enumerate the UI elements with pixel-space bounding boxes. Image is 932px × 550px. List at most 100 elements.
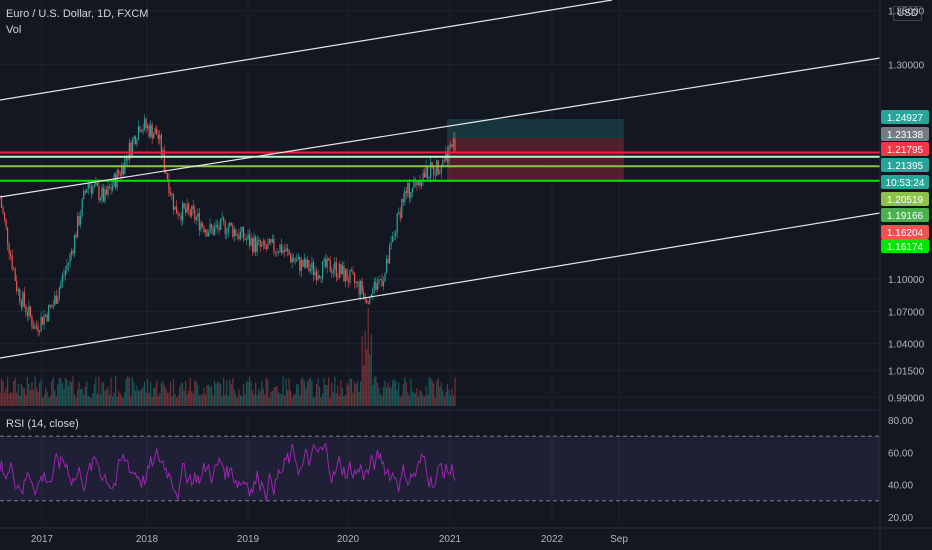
- volume-bar: [136, 386, 138, 406]
- volume-bar: [86, 381, 88, 406]
- candle-body: [454, 138, 456, 151]
- volume-bar: [54, 390, 56, 406]
- volume-bar: [326, 385, 328, 406]
- volume-bar: [355, 383, 357, 406]
- candle-body: [343, 265, 345, 282]
- candle-body: [238, 234, 240, 240]
- candle-body: [218, 227, 220, 231]
- volume-bar: [341, 387, 343, 406]
- candle-body: [312, 262, 315, 276]
- volume-bar: [147, 378, 149, 406]
- currency-button[interactable]: USD: [893, 6, 923, 21]
- candle-body: [182, 203, 184, 221]
- volume-bar: [235, 394, 237, 406]
- volume-bar: [195, 381, 197, 406]
- candle-body: [98, 185, 100, 201]
- time-tick-label: 2021: [439, 534, 462, 545]
- candle-body: [16, 280, 18, 291]
- candle-body: [207, 232, 210, 237]
- volume-bar: [224, 395, 226, 406]
- volume-bar: [133, 382, 135, 406]
- price-label-badge: [881, 239, 929, 253]
- candle-body: [70, 251, 73, 255]
- candle-body: [229, 222, 231, 227]
- candle-body: [122, 166, 124, 175]
- volume-bar: [413, 392, 415, 406]
- volume-bar: [49, 395, 51, 406]
- candle-body: [153, 133, 155, 139]
- volume-bar: [279, 393, 281, 406]
- candle-body: [273, 239, 275, 252]
- volume-bar: [52, 377, 54, 406]
- price-label-badge: [881, 110, 929, 124]
- time-tick-label: 2020: [337, 534, 360, 545]
- candle-body: [439, 172, 441, 174]
- candle-body: [99, 198, 102, 201]
- volume-bar: [238, 389, 240, 406]
- volume-bar: [388, 387, 391, 406]
- candle-body: [93, 184, 95, 187]
- candle-body: [280, 244, 283, 253]
- volume-bar: [322, 393, 324, 406]
- volume-bar: [101, 382, 103, 406]
- candle-body: [157, 134, 159, 139]
- candle-body: [130, 142, 132, 156]
- volume-bar: [290, 390, 292, 406]
- volume-bar: [55, 396, 57, 406]
- volume-bar: [84, 386, 86, 406]
- candle-body: [5, 219, 7, 228]
- volume-bar: [80, 389, 82, 406]
- volume-bar: [35, 387, 38, 406]
- volume-bar: [142, 386, 144, 406]
- candle-body: [189, 210, 191, 217]
- candle-body: [392, 236, 394, 243]
- volume-bar: [220, 383, 222, 406]
- volume-bar: [165, 388, 167, 406]
- volume-bar: [382, 387, 385, 406]
- volume-bar: [448, 389, 450, 406]
- candle-body: [110, 188, 112, 190]
- candle-body: [34, 325, 36, 329]
- volume-bar: [242, 383, 245, 406]
- volume-bar: [401, 395, 403, 406]
- candle-body: [67, 263, 70, 266]
- candle-body: [221, 217, 223, 219]
- candle-body: [23, 292, 25, 306]
- candle-body: [405, 191, 407, 194]
- volume-bar: [328, 377, 330, 406]
- candle-body: [156, 128, 158, 135]
- candle-body: [291, 257, 293, 263]
- candle-body: [32, 326, 35, 329]
- candle-body: [332, 269, 334, 273]
- candle-body: [382, 281, 385, 287]
- candle-body: [252, 238, 254, 253]
- volume-bar: [112, 396, 114, 406]
- volume-bar: [22, 387, 24, 406]
- candle-body: [217, 224, 219, 228]
- volume-bar: [96, 393, 98, 406]
- candle-body: [108, 186, 111, 189]
- candle-body: [2, 207, 4, 213]
- candle-body: [13, 268, 15, 270]
- volume-bar: [32, 390, 35, 406]
- candle-body: [220, 218, 222, 231]
- candle-body: [92, 186, 94, 194]
- candle-body: [390, 242, 392, 246]
- volume-bar: [210, 386, 213, 406]
- candle-body: [395, 232, 397, 237]
- candle-body: [147, 125, 149, 128]
- volume-bar: [107, 386, 109, 406]
- volume-bar: [309, 377, 312, 406]
- candle-body: [151, 124, 153, 139]
- candle-body: [419, 181, 421, 187]
- volume-bar: [66, 379, 68, 406]
- volume-bar: [215, 383, 217, 406]
- time-tick-label: Sep: [610, 534, 628, 545]
- volume-bar: [252, 390, 254, 406]
- volume-bar: [267, 379, 269, 406]
- candle-body: [169, 192, 172, 195]
- volume-bar: [48, 397, 50, 406]
- volume-bar: [265, 377, 267, 406]
